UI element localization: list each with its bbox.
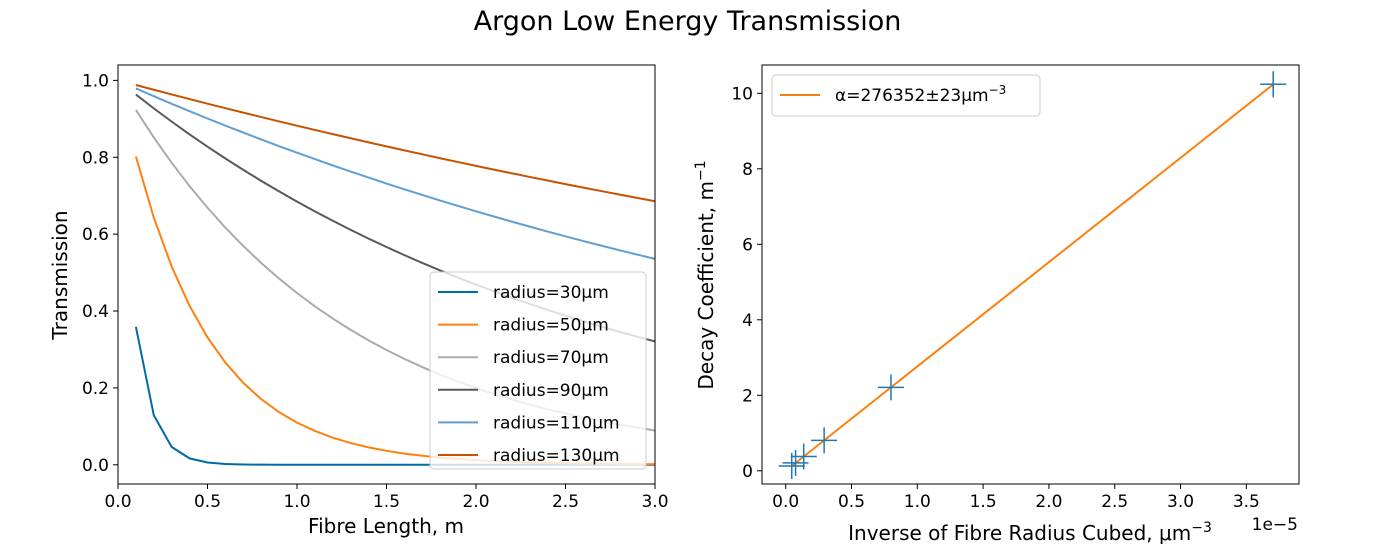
- left-x-axis-label: Fibre Length, m: [308, 514, 464, 538]
- right-x-tick-label: 0.5: [838, 492, 865, 512]
- left-y-tick-label: 0.6: [82, 225, 109, 245]
- left-legend: radius=30μm radius=50μm radius=70μm radius=…: [429, 271, 647, 470]
- left-legend-label-2: radius=70μm: [493, 348, 609, 368]
- right-x-tick-label: 3.0: [1167, 492, 1194, 512]
- right-x-axis-label-text: Inverse of Fibre Radius Cubed, μm: [848, 521, 1191, 544]
- decay-marks: [778, 71, 1287, 480]
- left-x-tick-label: 0.0: [104, 492, 131, 512]
- left-legend-label-1: radius=50μm: [493, 316, 609, 336]
- right-x-tick-label: 2.0: [1035, 492, 1062, 512]
- transmission-line-4: [135, 87, 656, 260]
- right-legend-box: [771, 74, 1041, 117]
- right-legend: α=276352±23μm−3: [771, 74, 1041, 117]
- left-legend-label-0: radius=30μm: [493, 283, 609, 303]
- left-y-tick-label: 0.4: [82, 302, 109, 322]
- right-y-tick-label: 2: [742, 386, 753, 406]
- transmission-chart: 0.0 0.5 1.0 1.5 2.0 2.5 3.0 0.0 0.2 0.4 0.6 0.8 1.0…: [48, 64, 669, 538]
- right-y-ticks: 0 2 4 6 8 10: [731, 84, 762, 482]
- right-x-axis-label: Inverse of Fibre Radius Cubed, μm−3: [848, 520, 1212, 544]
- right-x-tick-label: 0.0: [772, 492, 799, 512]
- left-y-tick-label: 0.8: [82, 148, 109, 168]
- right-legend-fit-label-sup: −3: [989, 83, 1007, 97]
- right-y-tick-label: 6: [742, 235, 753, 255]
- left-x-tick-label: 0.5: [194, 492, 221, 512]
- right-x-tick-label: 1.0: [904, 492, 931, 512]
- right-y-axis-label-sup: −1: [693, 160, 709, 181]
- left-y-tick-label: 0.2: [82, 379, 109, 399]
- left-x-tick-label: 3.0: [641, 492, 668, 512]
- right-x-offset-text: 1e−5: [1252, 515, 1298, 535]
- left-legend-label-3: radius=90μm: [493, 381, 609, 401]
- fit-line: [791, 83, 1274, 467]
- left-x-tick-label: 2.5: [552, 492, 579, 512]
- left-legend-box: [429, 271, 647, 470]
- right-x-ticks: 0.0 0.5 1.0 1.5 2.0 2.5 3.0 3.5: [772, 484, 1260, 512]
- left-legend-label-4: radius=110μm: [493, 413, 620, 433]
- right-plot-frame: [761, 64, 1300, 485]
- right-legend-fit-label-text: α=276352±23μm: [835, 86, 989, 106]
- right-y-tick-label: 0: [742, 462, 753, 482]
- right-y-tick-label: 10: [731, 84, 753, 104]
- right-x-axis-label-sup: −3: [1191, 520, 1212, 536]
- right-x-tick-label: 3.5: [1233, 492, 1260, 512]
- left-y-tick-label: 1.0: [82, 71, 109, 91]
- right-y-tick-label: 4: [742, 311, 753, 331]
- left-x-tick-label: 2.0: [462, 492, 489, 512]
- right-y-tick-label: 8: [742, 160, 753, 180]
- right-x-tick-label: 2.5: [1101, 492, 1128, 512]
- left-y-tick-label: 0.0: [82, 456, 109, 476]
- right-x-tick-label: 1.5: [970, 492, 997, 512]
- right-y-axis-label-text: Decay Coefficient, m: [694, 181, 718, 390]
- transmission-line-5: [135, 84, 656, 203]
- left-y-axis-label: Transmission: [48, 210, 72, 340]
- left-x-tick-label: 1.5: [373, 492, 400, 512]
- left-x-ticks: 0.0 0.5 1.0 1.5 2.0 2.5 3.0: [104, 484, 669, 512]
- left-y-ticks: 0.0 0.2 0.4 0.6 0.8 1.0: [82, 71, 118, 476]
- figure-title: Argon Low Energy Transmission: [473, 6, 902, 37]
- left-x-tick-label: 1.0: [283, 492, 310, 512]
- right-legend-fit-label: α=276352±23μm−3: [835, 83, 1006, 106]
- left-legend-label-5: radius=130μm: [493, 446, 620, 466]
- transmission-lines: [134, 84, 656, 466]
- decay-coefficient-chart: 0.0 0.5 1.0 1.5 2.0 2.5 3.0 3.5 0 2 4 6 8 10 1e−5 In…: [693, 64, 1300, 544]
- right-y-axis-label: Decay Coefficient, m−1: [693, 160, 718, 389]
